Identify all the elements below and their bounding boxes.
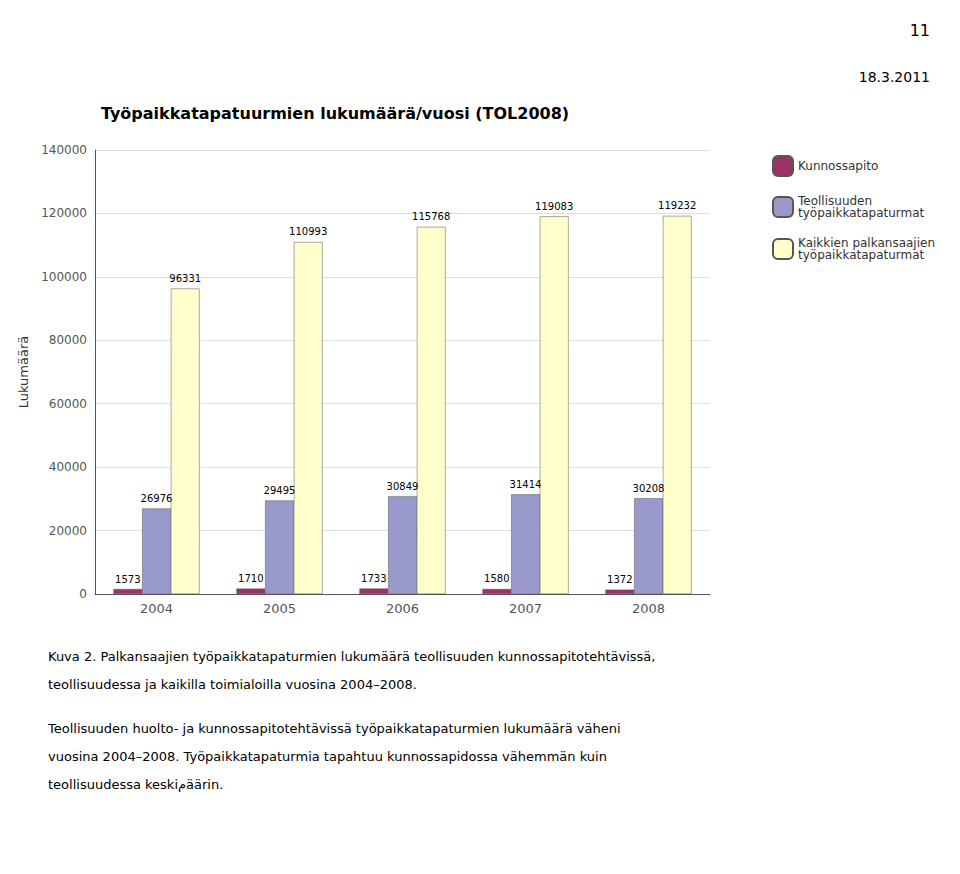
svg-text:2006: 2006 <box>386 601 419 616</box>
svg-text:119083: 119083 <box>535 201 573 212</box>
svg-text:30208: 30208 <box>633 483 665 494</box>
svg-text:26976: 26976 <box>141 493 173 504</box>
svg-text:119232: 119232 <box>658 200 696 211</box>
svg-text:2004: 2004 <box>140 601 173 616</box>
svg-text:2005: 2005 <box>263 601 296 616</box>
svg-text:2008: 2008 <box>632 601 665 616</box>
svg-text:40000: 40000 <box>49 460 87 474</box>
svg-text:1710: 1710 <box>238 573 263 584</box>
svg-text:1372: 1372 <box>607 574 632 585</box>
svg-text:60000: 60000 <box>49 397 87 411</box>
svg-text:1580: 1580 <box>484 573 509 584</box>
svg-text:Kunnossapito: Kunnossapito <box>798 159 878 173</box>
svg-text:30849: 30849 <box>387 481 419 492</box>
svg-text:31414: 31414 <box>510 479 542 490</box>
svg-text:0: 0 <box>79 587 87 601</box>
svg-text:29495: 29495 <box>264 485 296 496</box>
svg-text:11: 11 <box>910 21 930 40</box>
svg-text:96331: 96331 <box>169 273 201 284</box>
svg-text:Teollisuuden huolto- ja kunnos: Teollisuuden huolto- ja kunnossapitoteht… <box>47 721 621 736</box>
svg-text:140000: 140000 <box>41 143 87 157</box>
svg-text:100000: 100000 <box>41 270 87 284</box>
svg-text:Lukumäärä: Lukumäärä <box>16 336 31 409</box>
svg-text:Kuva 2. Palkansaajien työpaikk: Kuva 2. Palkansaajien työpaikkatapaturmi… <box>48 649 655 664</box>
svg-text:20000: 20000 <box>49 524 87 538</box>
svg-text:2007: 2007 <box>509 601 542 616</box>
svg-text:80000: 80000 <box>49 333 87 347</box>
svg-text:vuosina 2004–2008. Työpaikkata: vuosina 2004–2008. Työpaikkatapaturmia t… <box>48 749 607 764</box>
svg-text:110993: 110993 <box>289 226 327 237</box>
svg-text:teollisuudessa keskiمäärin.: teollisuudessa keskiمäärin. <box>48 777 223 792</box>
svg-text:1733: 1733 <box>361 573 386 584</box>
svg-text:Kaikkien palkansaajien: Kaikkien palkansaajien <box>798 236 935 250</box>
svg-text:työpaikkatapaturmat: työpaikkatapaturmat <box>798 206 925 220</box>
svg-text:työpaikkatapaturmat: työpaikkatapaturmat <box>798 248 925 262</box>
svg-text:18.3.2011: 18.3.2011 <box>859 69 930 85</box>
svg-text:1573: 1573 <box>115 574 140 585</box>
svg-text:120000: 120000 <box>41 206 87 220</box>
svg-text:teollisuudessa ja kaikilla toi: teollisuudessa ja kaikilla toimialoilla … <box>48 677 417 692</box>
svg-text:Työpaikkatapatuurmien lukumäär: Työpaikkatapatuurmien lukumäärä/vuosi (T… <box>101 104 569 123</box>
svg-text:115768: 115768 <box>412 211 450 222</box>
svg-text:Teollisuuden: Teollisuuden <box>798 194 873 208</box>
